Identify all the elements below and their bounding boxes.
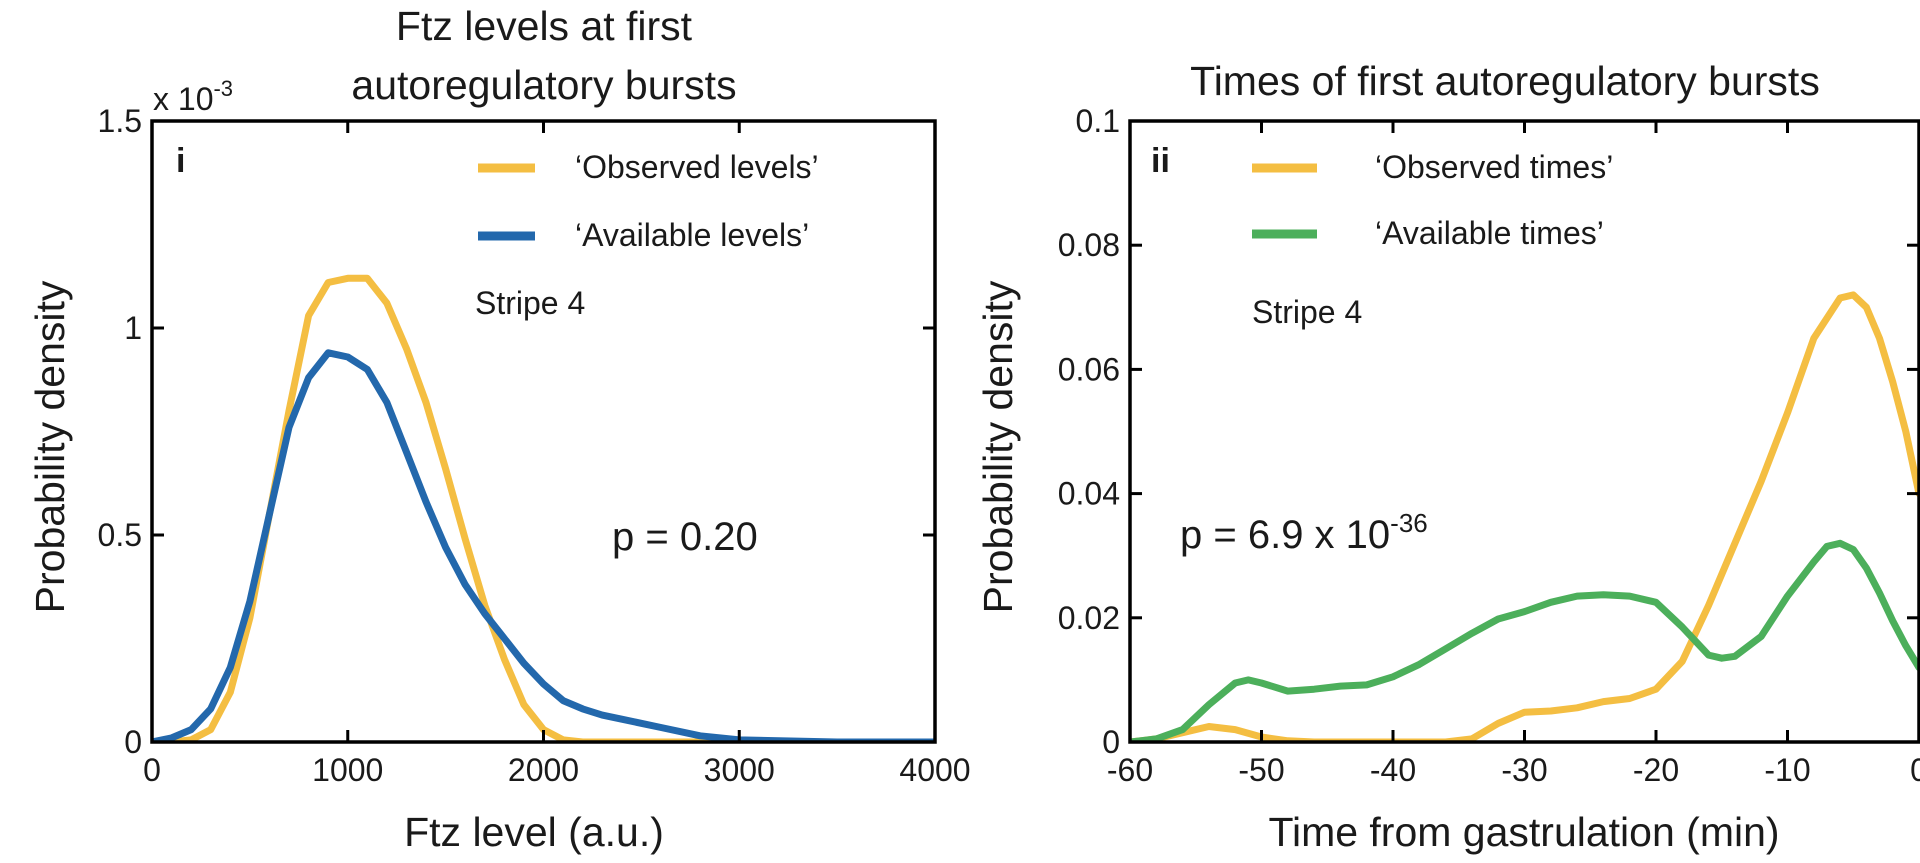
panel-i-xtick-label: 4000 [899, 752, 970, 788]
panel-i-pvalue: p = 0.20 [612, 515, 758, 559]
panel-ii-label: ii [1151, 142, 1170, 180]
panel-ii-xtick-label: -40 [1370, 752, 1416, 788]
panel-ii-ytick-label: 0.08 [1058, 227, 1120, 263]
panel-i-legend-label-1: ‘Available levels’ [575, 217, 809, 253]
panel-ii-pvalue-exponent: -36 [1390, 508, 1428, 538]
panel-i-axes-frame [152, 121, 935, 742]
panel-ii-title: Times of first autoregulatory bursts [1190, 58, 1820, 104]
panel-ii-ytick-label: 0.06 [1058, 351, 1120, 387]
panel-i-label: i [176, 142, 185, 180]
panel-ii-ytick-label: 0.1 [1076, 103, 1120, 139]
panel-ii-xtick-label: -20 [1633, 752, 1679, 788]
panel-i-y-axis-label: Probability density [27, 280, 73, 613]
panel-ii-ytick-label: 0.02 [1058, 600, 1120, 636]
panel-i-series-available-line [152, 353, 935, 742]
panel-i-title-line1: Ftz levels at first [396, 3, 693, 49]
panel-i-xtick-label: 1000 [312, 752, 383, 788]
panel-i-xtick-label: 3000 [704, 752, 775, 788]
panel-ii-xtick-label: 0 [1910, 752, 1920, 788]
panel-ii-ytick-label: 0 [1102, 724, 1120, 760]
panel-i-xtick-label: 0 [143, 752, 161, 788]
panel-i-ytick-label: 1 [124, 310, 142, 346]
panel-i-y-multiplier-exponent: -3 [213, 76, 233, 101]
panel-i-xtick-label: 2000 [508, 752, 579, 788]
panel-i-ytick-label: 0 [124, 724, 142, 760]
panel-i-legend-label-0: ‘Observed levels’ [575, 149, 819, 185]
panel-ii-stripe-note: Stripe 4 [1252, 294, 1362, 330]
panel-ii-y-axis-label: Probability density [975, 280, 1021, 613]
panel-i-ytick-label: 0.5 [98, 517, 142, 553]
panel-i-ytick-label: 1.5 [98, 103, 142, 139]
panel-ii-x-axis-label: Time from gastrulation (min) [1268, 809, 1779, 855]
panel-ii-legend-label-1: ‘Available times’ [1375, 215, 1604, 251]
panel-i-stripe-note: Stripe 4 [475, 285, 585, 321]
panel-i-y-multiplier: x 10-3 [153, 76, 233, 117]
panel-ii-legend-label-0: ‘Observed times’ [1375, 149, 1613, 185]
panel-i-title-line2: autoregulatory bursts [351, 62, 736, 108]
panel-ii-pvalue-base: p = 6.9 x 10 [1180, 513, 1390, 557]
panel-i-x-axis-label: Ftz level (a.u.) [404, 809, 664, 855]
panel-i-y-multiplier-base: x 10 [153, 81, 213, 117]
panel-ii-ytick-label: 0.04 [1058, 476, 1120, 512]
panel-ii-pvalue: p = 6.9 x 10-36 [1180, 508, 1428, 557]
panel-ii-xtick-label: -50 [1238, 752, 1284, 788]
panel-ii-xtick-label: -10 [1764, 752, 1810, 788]
panel-ii-xtick-label: -30 [1501, 752, 1547, 788]
